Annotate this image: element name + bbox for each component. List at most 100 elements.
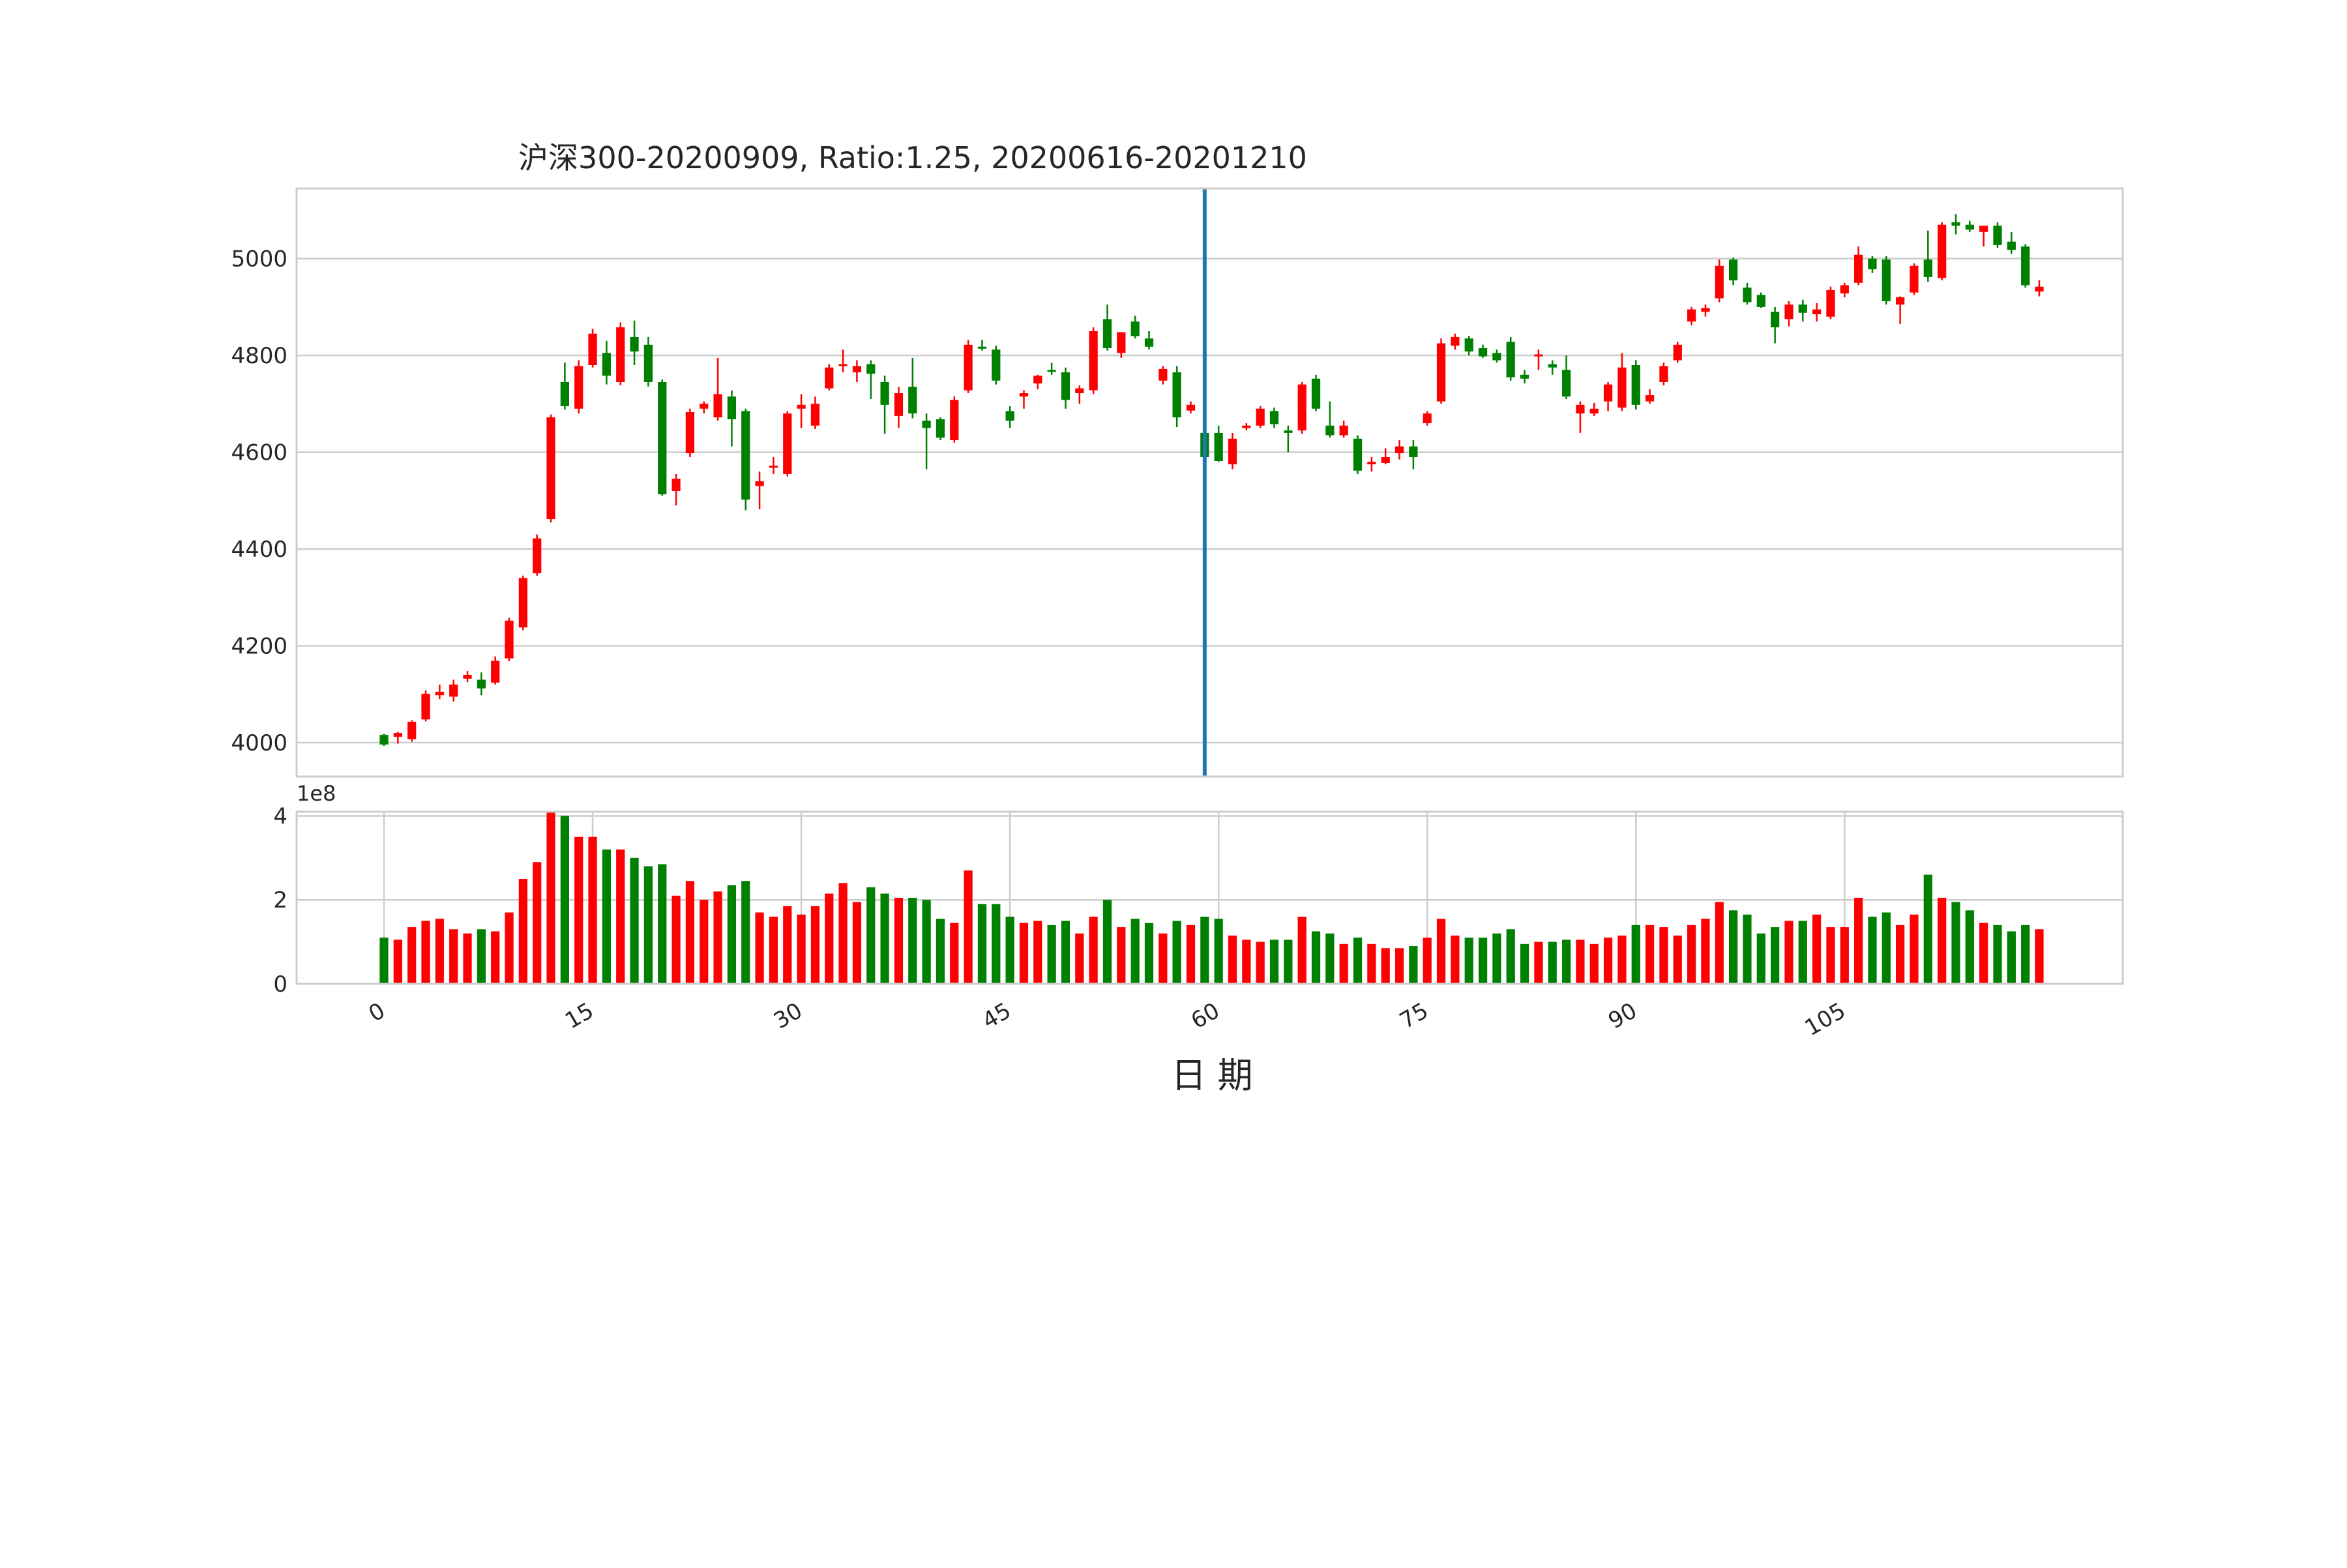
candle-body — [922, 421, 931, 428]
volume-bar — [1993, 925, 2002, 984]
volume-bar — [1409, 946, 1418, 984]
candle-body — [1451, 336, 1460, 346]
volume-bar — [1561, 939, 1571, 984]
volume-bar — [2035, 929, 2044, 984]
candle-body — [1548, 364, 1557, 368]
candle-body — [435, 692, 444, 696]
x-tick-label: 30 — [769, 998, 806, 1034]
volume-bar — [1367, 943, 1376, 984]
volume-bar — [1770, 927, 1780, 984]
volume-bar — [1325, 933, 1335, 984]
volume-bar — [838, 883, 848, 984]
candle-body — [1436, 343, 1446, 402]
volume-bar — [1756, 933, 1765, 984]
candle-body — [672, 479, 681, 491]
volume-bar — [852, 902, 862, 984]
volume-panel: 0 2 4 0 15 30 45 60 75 90 105 — [273, 803, 2124, 1041]
x-tick-label: 60 — [1187, 998, 1224, 1034]
volume-bar — [1242, 939, 1251, 984]
candle-body — [769, 466, 778, 468]
candle-body — [1687, 309, 1696, 322]
volume-bar — [505, 912, 514, 984]
volume-bar — [1617, 935, 1627, 984]
candle-body — [1589, 408, 1599, 414]
volume-bar — [477, 929, 486, 984]
candle-body — [1520, 374, 1529, 379]
volume-bar — [1728, 910, 1738, 984]
volume-offset-text: 1e8 — [297, 781, 336, 806]
volume-bar — [1868, 916, 1877, 984]
candle-body — [1117, 332, 1126, 353]
candle-body — [1284, 430, 1293, 433]
volume-bar — [1798, 921, 1807, 984]
volume-bar — [1228, 935, 1237, 984]
candle-body — [1061, 372, 1070, 400]
volume-bar — [672, 895, 681, 984]
volume-bar — [1381, 948, 1390, 984]
candle-body — [449, 684, 458, 697]
x-tick-label: 105 — [1801, 998, 1850, 1041]
candle-body — [1242, 425, 1251, 428]
volume-bar — [1743, 914, 1752, 984]
candle-body — [1561, 370, 1571, 397]
candle-body — [1478, 348, 1488, 357]
volume-bar — [1033, 921, 1042, 984]
volume-bar — [755, 912, 764, 984]
volume-bar — [1297, 916, 1306, 984]
candle-body — [825, 367, 834, 389]
candle-body — [685, 411, 695, 454]
candle-body — [1047, 370, 1056, 372]
volume-bar — [491, 931, 500, 984]
volume-bar — [1130, 919, 1140, 984]
x-tick-label: 45 — [978, 998, 1015, 1034]
candle-body — [588, 333, 597, 365]
candle-body — [1882, 259, 1891, 301]
volume-bar — [1451, 935, 1460, 984]
volume-bar — [1214, 919, 1223, 984]
volume-bar — [713, 891, 722, 984]
candle-body — [407, 722, 417, 739]
candle-body — [936, 419, 945, 438]
candle-body — [421, 694, 430, 720]
candle-body — [1506, 342, 1515, 377]
volume-bar — [421, 921, 430, 984]
candle-body — [700, 404, 709, 409]
volume-bar — [1075, 933, 1084, 984]
volume-bar — [1645, 925, 1655, 984]
volume-bar — [1784, 921, 1793, 984]
volume-bar — [1047, 925, 1056, 984]
volume-bar — [533, 862, 542, 984]
volume-ytick-label: 0 — [273, 971, 288, 998]
candle-body — [964, 344, 973, 391]
volume-bar — [1826, 927, 1835, 984]
volume-bar — [1631, 925, 1640, 984]
volume-bar — [1089, 916, 1098, 984]
volume-bar — [1284, 939, 1293, 984]
candle-body — [393, 733, 402, 737]
x-axis-label: 日 期 — [1171, 1055, 1252, 1096]
candle-body — [1325, 425, 1335, 436]
candle-body — [533, 538, 542, 574]
volume-bar — [866, 887, 876, 984]
candle-body — [1214, 432, 1223, 461]
candle-body — [797, 404, 806, 409]
volume-bar — [1506, 929, 1515, 984]
candle-body — [1951, 222, 1960, 226]
candle-body — [1089, 331, 1098, 391]
volume-bar — [449, 929, 458, 984]
candle-body — [977, 346, 987, 349]
candle-body — [1756, 295, 1765, 307]
candle-body — [713, 394, 722, 418]
candle-body — [866, 364, 876, 374]
candle-body — [1743, 288, 1752, 303]
candle-body — [1409, 446, 1418, 458]
candle-body — [1186, 404, 1196, 411]
candle-body — [1840, 285, 1849, 294]
volume-bar — [685, 881, 695, 984]
candle-body — [1854, 254, 1863, 283]
candle-body — [602, 353, 611, 376]
volume-bar — [518, 879, 527, 984]
candle-body — [463, 675, 472, 679]
candle-body — [1631, 364, 1640, 405]
